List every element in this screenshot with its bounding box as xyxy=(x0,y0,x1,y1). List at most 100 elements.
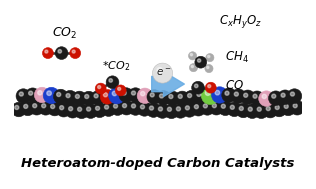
Circle shape xyxy=(101,102,116,116)
Circle shape xyxy=(272,102,287,117)
Circle shape xyxy=(239,106,243,110)
Circle shape xyxy=(167,107,172,111)
Circle shape xyxy=(66,94,70,98)
Circle shape xyxy=(192,81,204,94)
Circle shape xyxy=(34,87,50,103)
Circle shape xyxy=(173,104,188,118)
Circle shape xyxy=(100,90,115,104)
Circle shape xyxy=(119,100,134,115)
Circle shape xyxy=(175,91,190,106)
Circle shape xyxy=(206,53,214,62)
Circle shape xyxy=(83,104,98,118)
Circle shape xyxy=(195,56,207,68)
Circle shape xyxy=(222,88,236,102)
Circle shape xyxy=(225,91,229,95)
Circle shape xyxy=(209,100,224,115)
Circle shape xyxy=(281,93,285,97)
Circle shape xyxy=(63,90,77,105)
Circle shape xyxy=(248,107,252,111)
Circle shape xyxy=(149,106,154,110)
Text: $\mathit{CH_4}$: $\mathit{CH_4}$ xyxy=(225,50,249,65)
Circle shape xyxy=(15,105,19,109)
Circle shape xyxy=(45,50,48,53)
Circle shape xyxy=(95,106,100,110)
Circle shape xyxy=(91,91,106,105)
FancyArrowPatch shape xyxy=(152,71,184,97)
Circle shape xyxy=(24,104,28,108)
Text: $\mathit{CO}$: $\mathit{CO}$ xyxy=(225,79,244,92)
Circle shape xyxy=(244,93,248,97)
Circle shape xyxy=(200,101,215,115)
Circle shape xyxy=(231,89,246,103)
Circle shape xyxy=(275,105,279,109)
Circle shape xyxy=(278,90,292,105)
Circle shape xyxy=(254,104,269,119)
Circle shape xyxy=(150,93,154,97)
Circle shape xyxy=(137,88,153,104)
Circle shape xyxy=(198,59,201,62)
Circle shape xyxy=(110,101,125,115)
Circle shape xyxy=(70,48,81,59)
Circle shape xyxy=(51,105,55,108)
Circle shape xyxy=(290,92,295,96)
Circle shape xyxy=(128,88,143,102)
Circle shape xyxy=(153,63,173,83)
Circle shape xyxy=(263,103,277,118)
Circle shape xyxy=(109,79,112,82)
Text: $\mathit{*CO_2}$: $\mathit{*CO_2}$ xyxy=(101,59,130,73)
Circle shape xyxy=(87,107,91,111)
Circle shape xyxy=(147,90,161,104)
Circle shape xyxy=(272,94,276,98)
Circle shape xyxy=(253,94,257,98)
Circle shape xyxy=(212,104,216,108)
Text: $\mathit{CO_2}$: $\mathit{CO_2}$ xyxy=(52,26,78,41)
Circle shape xyxy=(236,103,251,118)
Circle shape xyxy=(29,101,44,115)
Circle shape xyxy=(53,89,68,104)
Circle shape xyxy=(156,91,171,105)
Circle shape xyxy=(42,48,53,59)
Circle shape xyxy=(105,105,109,109)
Circle shape xyxy=(218,101,233,115)
Circle shape xyxy=(16,89,31,103)
Circle shape xyxy=(158,107,162,111)
Circle shape xyxy=(19,92,23,96)
Circle shape xyxy=(230,105,234,109)
Circle shape xyxy=(188,52,197,60)
Circle shape xyxy=(38,91,42,95)
Circle shape xyxy=(205,90,210,95)
Circle shape xyxy=(72,50,75,53)
Circle shape xyxy=(123,104,127,108)
Circle shape xyxy=(211,87,228,103)
Circle shape xyxy=(128,101,143,115)
Circle shape xyxy=(257,107,261,111)
Circle shape xyxy=(113,104,118,108)
Circle shape xyxy=(155,104,170,118)
Circle shape xyxy=(194,89,208,104)
Circle shape xyxy=(72,91,87,106)
Circle shape xyxy=(137,102,152,116)
Circle shape xyxy=(94,94,98,98)
Circle shape xyxy=(115,85,126,96)
Circle shape xyxy=(284,104,288,108)
Circle shape xyxy=(57,92,61,97)
Circle shape xyxy=(240,90,255,105)
Circle shape xyxy=(208,85,211,88)
Circle shape xyxy=(166,91,180,106)
Circle shape xyxy=(55,47,68,60)
Text: $\mathit{e^-}$: $\mathit{e^-}$ xyxy=(156,67,171,78)
Circle shape xyxy=(215,90,220,95)
Circle shape xyxy=(118,87,121,90)
Circle shape xyxy=(208,55,210,58)
Circle shape xyxy=(227,102,242,117)
Circle shape xyxy=(160,94,164,98)
Circle shape xyxy=(205,82,216,93)
Circle shape xyxy=(43,87,60,104)
Circle shape xyxy=(33,104,37,108)
Circle shape xyxy=(82,91,96,106)
Circle shape xyxy=(194,84,198,88)
Circle shape xyxy=(141,91,145,96)
Circle shape xyxy=(207,66,209,69)
Circle shape xyxy=(185,106,189,110)
Circle shape xyxy=(190,53,192,56)
